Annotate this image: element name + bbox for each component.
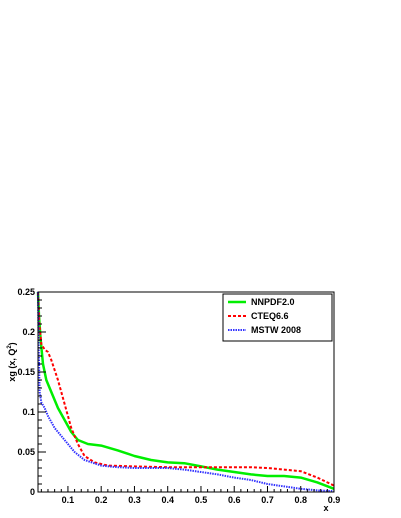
- legend-label: MSTW 2008: [251, 325, 301, 335]
- y-axis-title: xg (x, Q2): [7, 342, 17, 381]
- y-axis-title-superscript: 2: [7, 345, 13, 349]
- legend-label: NNPDF2.0: [251, 297, 295, 307]
- x-tick-label: 0.9: [328, 495, 341, 505]
- x-tick-label: 0.7: [261, 495, 274, 505]
- legend: NNPDF2.0 CTEQ6.6 MSTW 2008: [222, 293, 333, 342]
- x-tick-label: 0.4: [161, 495, 174, 505]
- x-tick-label: 0.2: [95, 495, 108, 505]
- plot-frame: [37, 291, 335, 493]
- y-axis-title-main: xg (x, Q: [7, 349, 17, 382]
- x-tick-label: 0.6: [228, 495, 241, 505]
- series-line-nnpdf2-0: [36, 291, 335, 490]
- x-tick-label: 0.8: [294, 495, 307, 505]
- legend-label: CTEQ6.6: [251, 311, 289, 321]
- legend-box: [222, 293, 333, 342]
- plot-curves: [36, 291, 335, 493]
- series-line-mstw-2008: [37, 291, 335, 493]
- y-tick-label: 0.15: [17, 367, 35, 377]
- y-tick-label: 0.2: [22, 327, 35, 337]
- x-axis-title: x: [323, 503, 328, 513]
- y-tick-label: 0.1: [22, 407, 35, 417]
- y-tick-label: 0: [30, 487, 35, 497]
- y-tick-label: 0.25: [17, 287, 35, 297]
- x-tick-label: 0.5: [195, 495, 208, 505]
- y-tick-label: 0.05: [17, 447, 35, 457]
- y-axis-title-close: ): [7, 342, 17, 345]
- axes: 0.1 0.2 0.3 0.4 0.5 0.6 0.7 0.8 0.9 0 0.05 0.1 0.15 0…: [17, 287, 340, 505]
- x-tick-label: 0.1: [62, 495, 75, 505]
- x-tick-label: 0.3: [128, 495, 141, 505]
